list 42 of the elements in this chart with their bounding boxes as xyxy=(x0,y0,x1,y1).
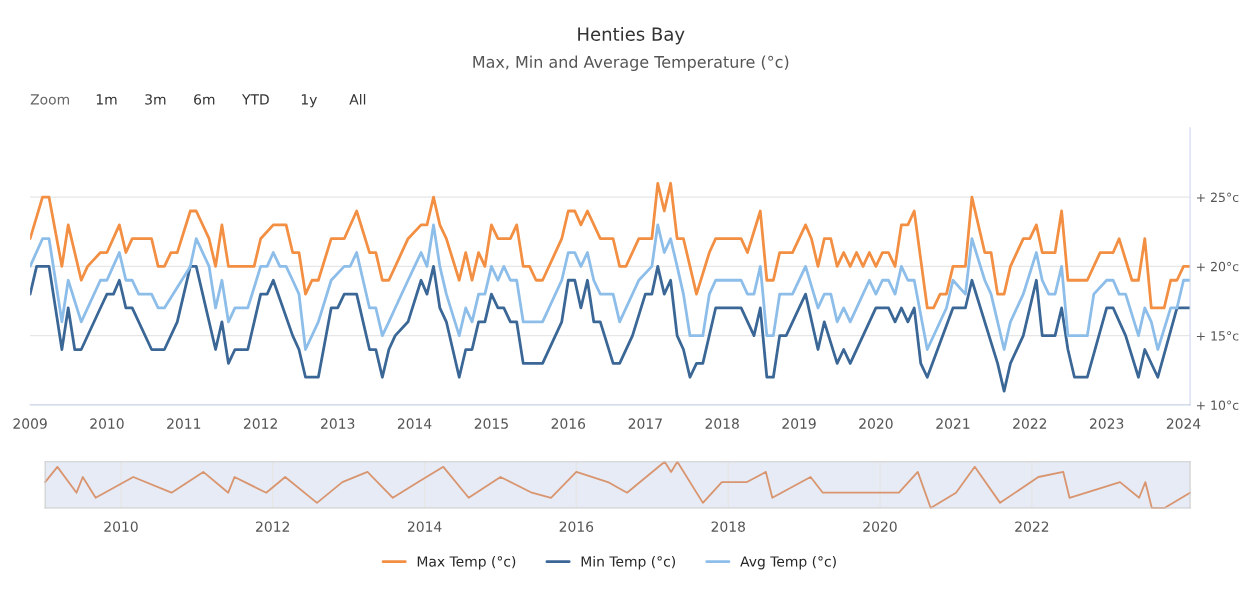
chart-title: Henties Bay xyxy=(578,26,685,45)
line-series xyxy=(30,223,1191,351)
x-tick-label: 2020 xyxy=(863,521,897,532)
legend-label: Max Temp (°c) xyxy=(417,555,516,570)
text: 6m xyxy=(194,94,215,105)
legend-label: Min Temp (°c) xyxy=(581,555,675,570)
legend-label: Avg Temp (°c) xyxy=(740,555,836,570)
x-tick-label: 2010 xyxy=(90,418,124,429)
x-tick-label: 2013 xyxy=(321,418,355,429)
x-tick-label: 2010 xyxy=(104,521,138,532)
x-tick-label: 2018 xyxy=(711,521,745,532)
line-series xyxy=(30,181,1191,310)
y-tick-label: + 20°c xyxy=(1196,261,1239,272)
x-tick-label: 2014 xyxy=(397,418,432,429)
x-tick-label: 2019 xyxy=(782,418,816,429)
x-tick-label: 2020 xyxy=(859,418,893,429)
x-tick-label: 2014 xyxy=(407,521,442,532)
x-tick-label: 2024 xyxy=(1166,418,1201,429)
x-tick-label: 2009 xyxy=(13,418,47,429)
text: 1m xyxy=(96,94,117,105)
y-tick-label: + 25°c xyxy=(1196,192,1239,203)
x-tick-label: 2011 xyxy=(167,418,201,429)
x-tick-label: 2018 xyxy=(705,418,739,429)
text: YTD xyxy=(241,94,269,105)
x-tick-label: 2021 xyxy=(936,418,970,429)
x-tick-label: 2016 xyxy=(559,521,594,532)
y-tick-label: + 10°c xyxy=(1196,400,1239,410)
text: Zoom xyxy=(30,94,69,105)
x-tick-label: 2015 xyxy=(474,418,508,429)
x-tick-label: 2022 xyxy=(1013,418,1047,429)
text: 1y xyxy=(301,94,317,108)
x-tick-label: 2016 xyxy=(551,418,586,429)
text: All xyxy=(349,93,366,105)
x-tick-label: 2012 xyxy=(256,521,289,532)
x-tick-label: 2023 xyxy=(1090,418,1124,429)
chart-subtitle: Max, Min and Average Temperature (°c) xyxy=(473,55,789,72)
x-tick-label: 2012 xyxy=(244,418,277,429)
y-tick-label: + 15°c xyxy=(1196,331,1239,341)
x-tick-label: 2017 xyxy=(628,418,662,429)
x-tick-label: 2022 xyxy=(1015,521,1049,532)
text: 3m xyxy=(145,94,166,105)
line-series xyxy=(30,265,1191,393)
